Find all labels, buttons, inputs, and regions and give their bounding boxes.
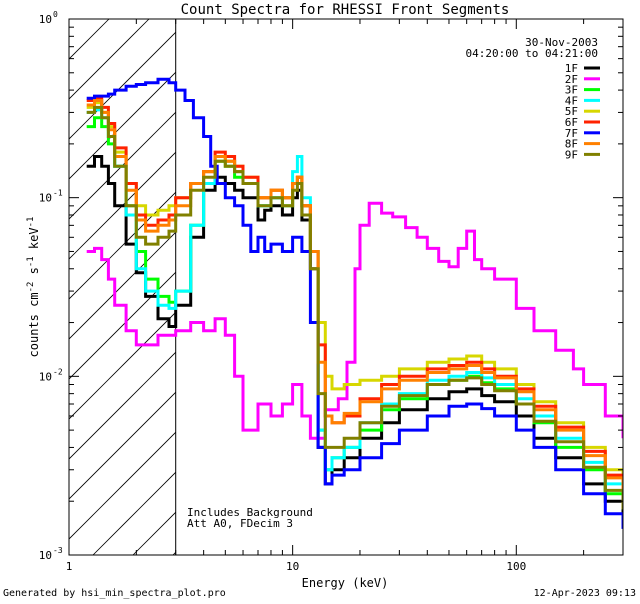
y-axis-label-unit: keV [27,227,41,256]
y-tick-label: 10 [39,13,52,26]
x-tick-label: 1 [66,560,73,573]
x-tick-label: 100 [506,560,526,573]
y-axis-label: counts cm-2 s-1 keV-1 [26,217,41,358]
time-range-label: 04:20:00 to 04:21:00 [466,47,598,60]
hatch-line [69,111,176,220]
hatch-line [69,271,176,380]
x-tick-label: 10 [286,560,299,573]
hatch-line [69,351,176,460]
y-tick-label: 10 [39,549,52,562]
series-group [86,77,623,529]
legend-label-8F: 8F [565,138,578,151]
hatch-line [69,191,176,300]
y-tick-label: 10 [39,370,52,383]
hatch-line [69,19,150,100]
legend-label-2F: 2F [565,73,578,86]
y-tick-label-exponent: -1 [53,189,63,198]
legend-label-4F: 4F [565,94,578,107]
series-line-2F [86,201,623,440]
y-tick-label-exponent: 0 [53,10,58,19]
hatch-line [69,151,176,260]
legend-label-7F: 7F [565,127,578,140]
legend-label-6F: 6F [565,116,578,129]
hatch-line [69,71,176,180]
y-axis-label-main: counts cm [27,292,41,357]
y-axis-label-exp2: -1 [26,256,36,267]
plot-frame [68,18,624,556]
y-axis-label-mid: s [27,267,41,281]
legend-label-9F: 9F [565,148,578,161]
generated-by-label: Generated by hsi_min_spectra_plot.pro [3,588,226,599]
y-axis-label-exp1: -2 [26,282,36,293]
series-line-7F [86,77,623,529]
y-tick-label: 10 [39,192,52,205]
legend-label-3F: 3F [565,84,578,97]
generated-timestamp: 12-Apr-2023 09:13 [534,588,636,599]
hatch-line [69,231,176,340]
chart-title: Count Spectra for RHESSI Front Segments [181,2,510,18]
y-tick-label-exponent: -3 [53,546,63,555]
hatch-line [92,471,176,555]
x-axis-label: Energy (keV) [302,576,389,590]
hatch-line [69,431,176,540]
annotation-attenuator: Att A0, FDecim 3 [187,517,293,530]
axis-ticks [68,18,624,556]
legend-label-1F: 1F [565,62,578,75]
annotation-background: Includes Background [187,506,313,519]
y-tick-label-exponent: -2 [53,367,63,376]
y-axis-label-exp3: -1 [26,217,36,228]
x-tick-labels: 1 10 100 [66,560,527,573]
hatch-line [69,311,176,420]
legend-label-5F: 5F [565,105,578,118]
hatch-line [69,391,176,500]
series-line-9F [86,105,623,510]
date-label: 30-Nov-2003 [525,36,598,49]
series-line-4F [86,108,623,502]
